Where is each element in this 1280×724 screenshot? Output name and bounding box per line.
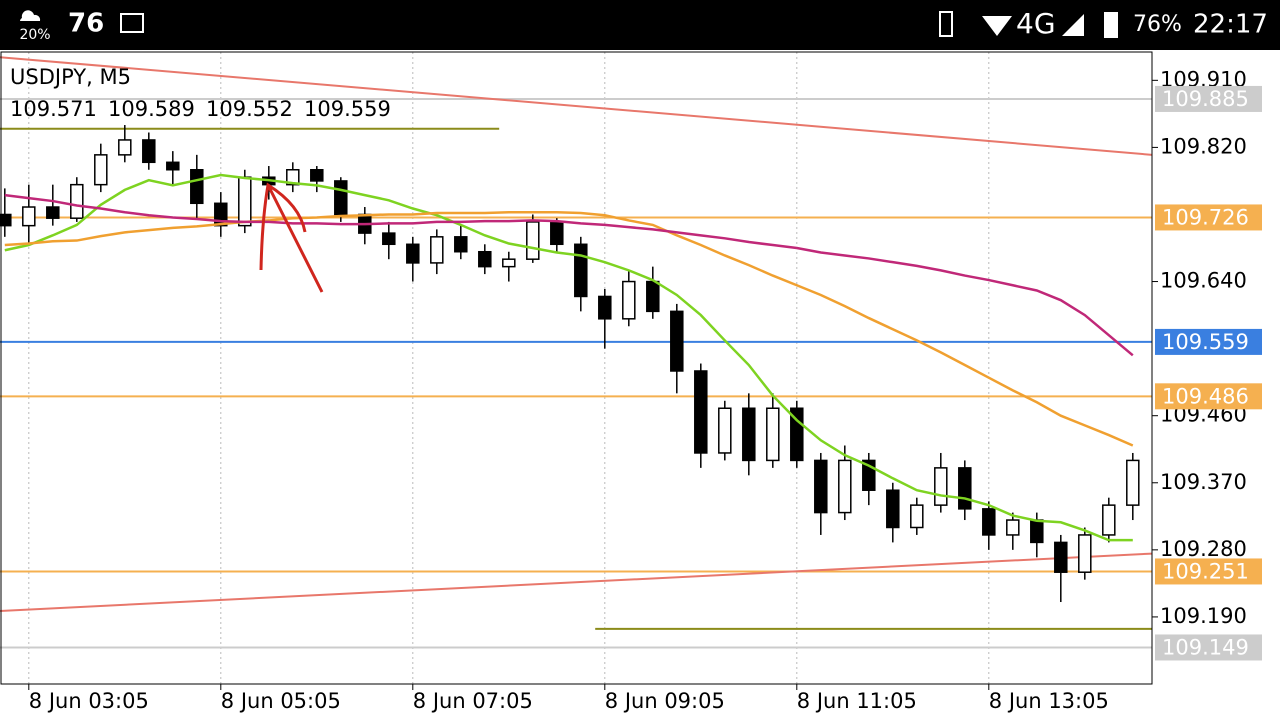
candle-body	[454, 236, 468, 253]
candle-body	[934, 467, 948, 506]
x-tick-label: 8 Jun 07:05	[413, 689, 533, 713]
candle-body	[1078, 534, 1092, 573]
candle-body	[910, 504, 924, 529]
candle-body	[382, 232, 396, 246]
status-bar	[0, 0, 1280, 50]
candle-body	[70, 183, 84, 219]
image-icon	[120, 13, 144, 33]
candle-body	[718, 407, 732, 454]
level-label-box	[1155, 634, 1262, 661]
plot	[0, 52, 1153, 684]
candle-body	[1102, 504, 1116, 536]
candle-body	[598, 295, 612, 320]
candle-body	[1054, 541, 1068, 573]
x-tick-label: 8 Jun 03:05	[29, 689, 149, 713]
candle-body	[46, 206, 60, 219]
x-tick-label: 8 Jun 11:05	[797, 689, 917, 713]
candle-body	[430, 236, 444, 264]
ohlc-value: 109.552	[206, 97, 293, 121]
candle-body	[670, 310, 684, 372]
candle-body	[22, 206, 36, 227]
candle-body	[1030, 519, 1044, 544]
plot-frame	[0, 51, 1153, 685]
candle-body	[0, 213, 12, 227]
level-label-box	[1155, 85, 1262, 112]
candle-body	[286, 169, 300, 186]
level-label: 109.251	[1162, 559, 1249, 583]
candle-body	[406, 243, 420, 264]
battery-icon	[1104, 12, 1118, 38]
level-label: 109.559	[1162, 330, 1249, 354]
candle-body	[622, 280, 636, 320]
level-label: 109.486	[1162, 384, 1249, 408]
vibrate-icon	[939, 11, 953, 37]
candle-body	[334, 180, 348, 216]
symbol: USDJPY, M5	[10, 65, 131, 89]
trend-line	[0, 552, 1153, 612]
level-label-box	[1155, 383, 1262, 410]
y-tick-label: 109.280	[1160, 537, 1247, 561]
candle-body	[958, 467, 972, 510]
candle-body	[814, 459, 828, 514]
y-tick-label: 109.820	[1160, 134, 1247, 158]
level-label-box	[1155, 328, 1262, 355]
candle-body	[238, 176, 252, 227]
level-label: 109.726	[1162, 205, 1249, 229]
candle-body	[1006, 519, 1020, 536]
candle-body	[742, 407, 756, 462]
clock: 22:17	[1193, 10, 1268, 40]
candle-body	[550, 221, 564, 246]
candle-body	[142, 139, 156, 164]
battery: 76%	[1133, 12, 1182, 37]
candle-body	[310, 169, 324, 182]
trend-line	[0, 56, 1153, 156]
candle-body	[118, 139, 132, 156]
wifi-icon	[982, 16, 1012, 36]
level-label-box	[1155, 204, 1262, 231]
network: 4G	[1016, 7, 1056, 40]
x-tick-label: 8 Jun 05:05	[221, 689, 341, 713]
ohlc-value: 109.589	[108, 97, 195, 121]
ohlc-value: 109.559	[304, 97, 391, 121]
candle-body	[166, 161, 180, 171]
y-tick-label: 109.190	[1160, 604, 1247, 628]
x-tick-label: 8 Jun 09:05	[605, 689, 725, 713]
moving-average	[4, 193, 1134, 357]
y-tick-label: 109.370	[1160, 470, 1247, 494]
candle-body	[526, 221, 540, 260]
weather: 20%	[19, 27, 50, 43]
moving-average	[4, 173, 1133, 542]
signal-icon	[1062, 14, 1084, 36]
candle-body	[766, 407, 780, 462]
hand-drawn-annotation	[259, 182, 324, 293]
temperature: 76	[68, 9, 104, 39]
candle-body	[574, 243, 588, 298]
y-tick-label: 109.640	[1160, 269, 1247, 293]
candle-body	[838, 459, 852, 514]
level-label-box	[1155, 558, 1262, 585]
level-label: 109.885	[1162, 87, 1249, 111]
candle-body	[982, 508, 996, 536]
candle-body	[886, 489, 900, 529]
candle-body	[502, 258, 516, 268]
x-tick-label: 8 Jun 13:05	[989, 689, 1109, 713]
candle-body	[478, 250, 492, 268]
candle-body	[694, 370, 708, 454]
moving-average	[4, 210, 1134, 447]
candle-body	[646, 280, 660, 313]
candle-body	[94, 154, 108, 186]
ohlc-value: 109.571	[10, 97, 97, 121]
weather-icon	[20, 10, 41, 21]
level-label: 109.149	[1162, 635, 1249, 659]
candle-body	[190, 169, 204, 205]
candle-body	[1126, 459, 1140, 506]
